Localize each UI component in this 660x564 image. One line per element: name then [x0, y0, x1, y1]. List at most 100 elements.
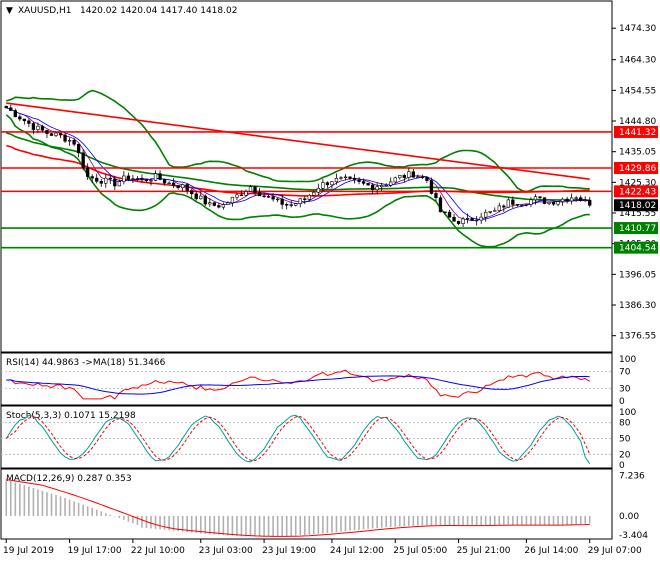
- macd-histogram-bar: [118, 515, 121, 519]
- macd-histogram-bar: [73, 501, 75, 516]
- candle-body: [443, 211, 447, 214]
- bollinger-upper-line: [6, 89, 590, 193]
- candle-body: [226, 202, 230, 205]
- candle-body: [67, 140, 72, 142]
- macd-histogram-bar: [55, 494, 57, 516]
- macd-histogram-bar: [326, 515, 329, 533]
- candle-body: [398, 175, 402, 179]
- macd-histogram-bar: [539, 515, 541, 526]
- macd-histogram-bar: [204, 515, 207, 534]
- macd-title: MACD(12,26,9) 0.287 0.353: [6, 474, 132, 484]
- macd-histogram-bar: [317, 515, 320, 534]
- rsi-plot: [1, 369, 612, 400]
- macd-histogram-bar: [190, 515, 193, 533]
- candle-body: [452, 216, 456, 222]
- macd-histogram-bar: [5, 479, 8, 516]
- macd-histogram-bar: [398, 515, 401, 527]
- candle-body: [515, 204, 520, 206]
- candle-body: [343, 176, 348, 179]
- x-tick-label: 25 Jul 21:00: [457, 546, 511, 556]
- rsi-title: RSI(14) 44.9863 ->MA(18) 51.3466: [6, 358, 166, 368]
- candle-body: [235, 194, 239, 198]
- candle-body: [72, 140, 76, 145]
- x-tick-label: 22 Jul 10:00: [131, 546, 185, 556]
- candle-body: [271, 196, 275, 200]
- candle-body: [294, 203, 298, 206]
- macd-histogram-bar: [403, 515, 406, 527]
- macd-histogram-bar: [371, 515, 374, 529]
- candle-body: [208, 202, 212, 205]
- macd-histogram-bar: [566, 515, 568, 525]
- macd-histogram-bar: [82, 504, 84, 516]
- macd-histogram-bar: [466, 515, 469, 526]
- candle-body: [352, 177, 357, 181]
- candle-body: [18, 116, 22, 120]
- macd-histogram-bar: [209, 515, 211, 535]
- macd-histogram-bar: [394, 515, 397, 527]
- candle-body: [389, 181, 393, 186]
- macd-histogram-bar: [127, 515, 130, 522]
- macd-histogram-bar: [150, 515, 152, 529]
- macd-histogram-bar: [439, 515, 442, 526]
- candle-body: [194, 193, 198, 200]
- macd-histogram-bar: [475, 515, 478, 526]
- candle-body: [99, 181, 103, 184]
- macd-histogram-bar: [453, 515, 455, 526]
- macd-histogram-bar: [385, 515, 387, 528]
- macd-histogram-bar: [349, 515, 351, 531]
- candle-body: [31, 123, 36, 130]
- ma-short-purple-line: [6, 107, 590, 222]
- macd-histogram-bar: [32, 487, 35, 516]
- candle-body: [429, 180, 434, 194]
- candle-body: [479, 216, 483, 221]
- macd-histogram-bar: [507, 515, 510, 526]
- macd-histogram-bar: [141, 515, 143, 528]
- candle-body: [63, 134, 67, 142]
- price-plot: [1, 89, 612, 249]
- macd-histogram-bar: [362, 515, 365, 530]
- macd-histogram-bar: [430, 515, 433, 526]
- macd-histogram-bar: [37, 489, 39, 516]
- ohlc-values: 1420.02 1420.04 1417.40 1418.02: [80, 6, 237, 16]
- candle-body: [285, 204, 289, 206]
- macd-histogram-bar: [77, 503, 80, 516]
- macd-histogram-bar: [23, 485, 26, 516]
- candle-body: [239, 194, 244, 196]
- x-tick-label: 24 Jul 12:00: [330, 546, 384, 556]
- candle-body: [257, 192, 262, 197]
- macd-histogram-bar: [552, 515, 555, 526]
- macd-histogram-bar: [28, 486, 30, 516]
- candle-body: [312, 191, 316, 196]
- price-tick-label: 1396.05: [619, 270, 656, 280]
- ma-long-green-line: [6, 132, 590, 202]
- price-tick-label: 1376.55: [619, 332, 656, 342]
- candle-body: [45, 129, 49, 134]
- macd-histogram-bar: [64, 498, 66, 516]
- candle-body: [149, 180, 153, 182]
- stoch-tick-label: 80: [619, 419, 631, 429]
- level-badge-4: [614, 241, 658, 254]
- stoch-tick-label: 20: [619, 450, 631, 460]
- ma-long-red-line: [6, 144, 590, 197]
- rsi-ma-line: [6, 375, 590, 395]
- x-tick-label: 19 Jul 2019: [3, 546, 54, 556]
- candle-body: [135, 178, 140, 180]
- price-tick-label: 1464.30: [619, 56, 656, 66]
- candle-body: [588, 199, 592, 206]
- macd-histogram-bar: [340, 515, 342, 532]
- dropdown-triangle-icon[interactable]: ▼: [6, 6, 13, 16]
- candle-body: [95, 177, 99, 182]
- candle-body: [221, 204, 226, 208]
- price-panel: [0, 0, 613, 353]
- candle-body: [203, 195, 207, 205]
- candle-body: [253, 186, 257, 193]
- macd-histogram-bar: [9, 480, 12, 516]
- candle-body: [465, 217, 470, 220]
- macd-histogram-bar: [258, 515, 261, 537]
- candle-body: [533, 196, 538, 201]
- candle-body: [190, 190, 194, 195]
- macd-histogram-bar: [263, 515, 265, 537]
- candle-body: [375, 186, 379, 191]
- candle-body: [574, 197, 578, 199]
